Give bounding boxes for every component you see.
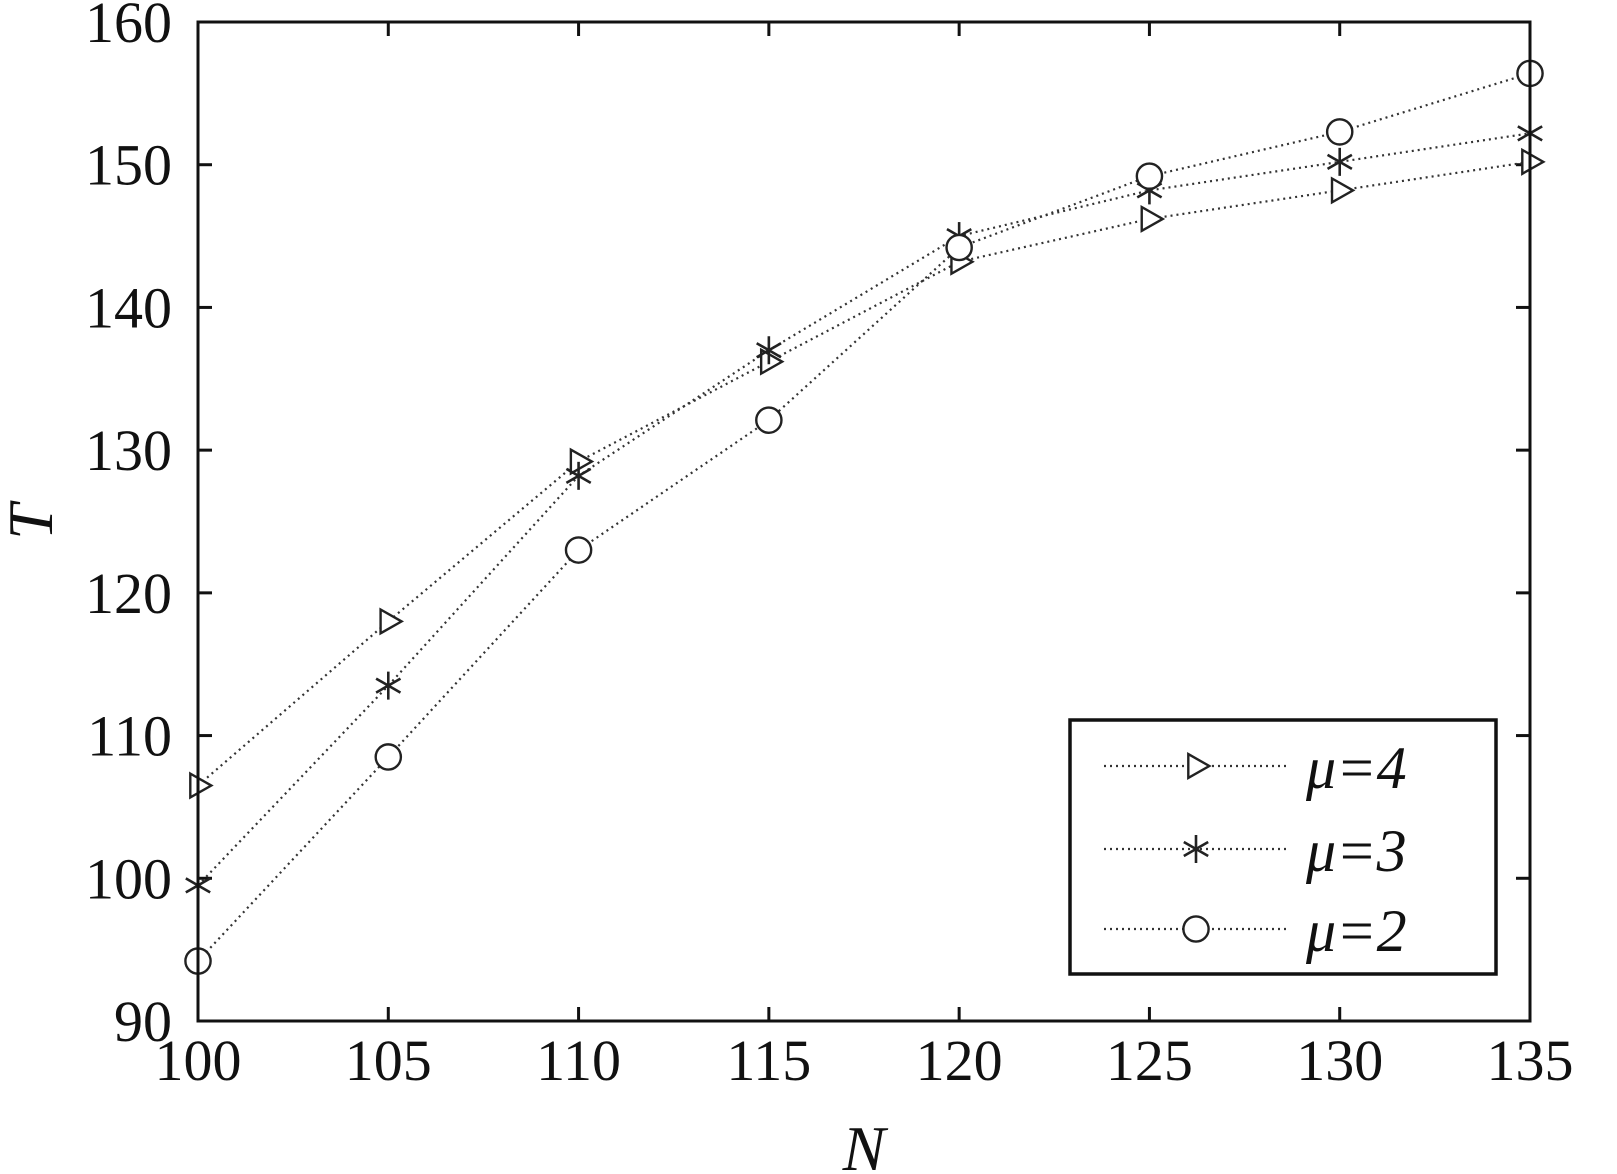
- legend-marker-mu-3: [1183, 835, 1209, 863]
- y-tick-label: 90: [114, 989, 172, 1054]
- data-point-mu-4: [1330, 176, 1356, 205]
- legend-marker-mu-2: [1182, 915, 1210, 943]
- y-tick-label: 120: [85, 561, 172, 626]
- y-tick-label: 160: [85, 0, 172, 55]
- star-stroke: [375, 677, 402, 694]
- legend-box: [1068, 718, 1498, 976]
- x-tick-labels: 100 105 110 115 120 125 130 135: [155, 1028, 1574, 1093]
- legend-label-mu-4: μ=4: [1305, 735, 1407, 801]
- y-tick-label: 100: [85, 846, 172, 911]
- y-tick-label: 130: [85, 418, 172, 483]
- star-stroke: [1183, 840, 1209, 858]
- series-line-mu-4: [197, 160, 1531, 787]
- data-point-mu-4: [189, 771, 214, 800]
- series-line-mu-2: [197, 72, 1531, 962]
- series-markers: [184, 59, 1546, 975]
- data-point-mu-2: [1135, 162, 1164, 190]
- y-tick-label: 110: [87, 704, 172, 769]
- data-point-mu-4: [569, 447, 595, 476]
- data-point-mu-2: [755, 406, 783, 434]
- legend: μ=4 μ=3 μ=2: [1068, 718, 1498, 976]
- series-lines: [197, 72, 1531, 962]
- data-point-mu-4: [379, 607, 405, 636]
- data-point-mu-2: [374, 743, 403, 771]
- data-point-mu-3: [565, 461, 592, 490]
- x-tick-label: 110: [536, 1028, 621, 1093]
- x-tick-label: 100: [155, 1028, 242, 1093]
- x-tick-label: 130: [1296, 1028, 1383, 1093]
- data-point-mu-4: [759, 347, 785, 376]
- star-stroke: [756, 342, 782, 359]
- y-axis-label: T: [0, 500, 66, 540]
- y-tick-label: 150: [85, 133, 172, 198]
- data-point-mu-4: [1521, 147, 1546, 176]
- data-point-mu-2: [1325, 118, 1354, 146]
- y-tick-labels: 90 100 110 120 130 140 150 160: [85, 0, 172, 1054]
- x-axis-label: N: [842, 1113, 889, 1174]
- x-tick-label: 125: [1106, 1028, 1193, 1093]
- data-point-mu-3: [1326, 147, 1353, 176]
- x-tick-label: 120: [916, 1028, 1003, 1093]
- x-tick-label: 135: [1487, 1028, 1574, 1093]
- legend-label-mu-2: μ=2: [1305, 898, 1407, 964]
- x-tick-label: 105: [345, 1028, 432, 1093]
- legend-label-mu-3: μ=3: [1305, 818, 1407, 884]
- x-tick-label: 115: [726, 1028, 811, 1093]
- data-point-mu-4: [1140, 204, 1166, 233]
- star-stroke: [1326, 153, 1353, 170]
- data-point-mu-2: [945, 233, 973, 262]
- data-point-mu-3: [756, 336, 782, 365]
- y-tick-label: 140: [85, 275, 172, 340]
- data-point-mu-2: [564, 536, 593, 564]
- data-point-mu-3: [375, 671, 402, 700]
- star-stroke: [565, 467, 592, 484]
- legend-marker-mu-4: [1187, 752, 1212, 780]
- plot-frame: [196, 20, 1532, 1023]
